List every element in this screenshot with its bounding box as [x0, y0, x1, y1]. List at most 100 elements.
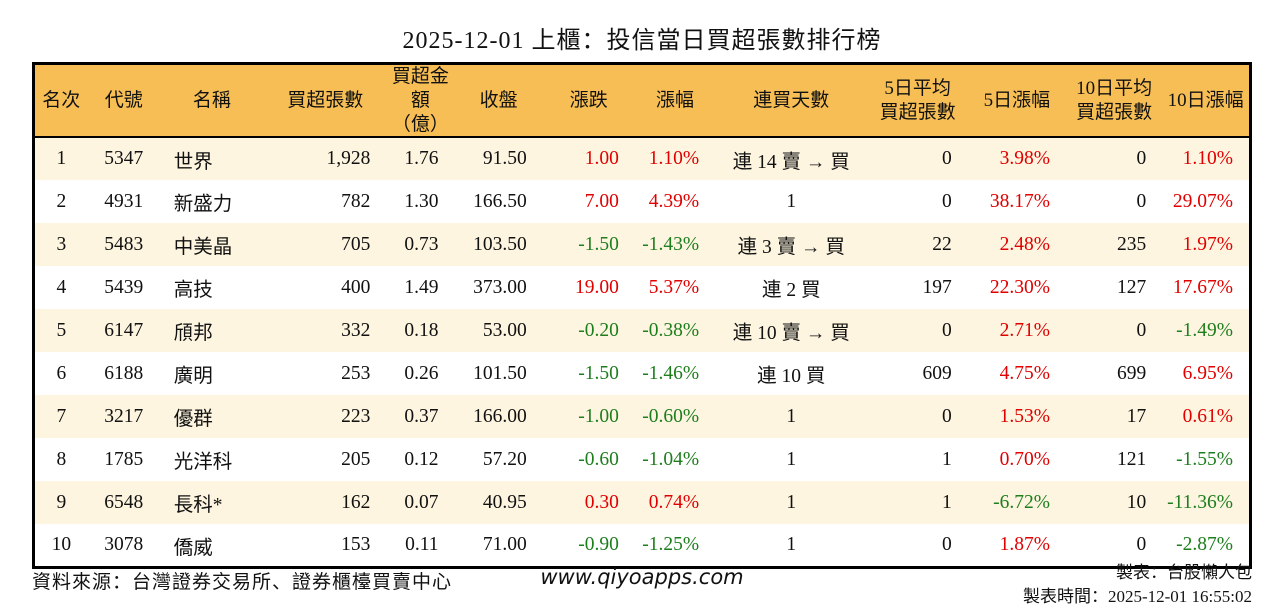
- change_pct-cell: 5.37%: [648, 276, 700, 298]
- buy_streak-cell: 連 3 賣 → 買: [737, 237, 845, 259]
- pct10-cell: 1.10%: [1182, 148, 1233, 170]
- rank-cell: 5: [56, 319, 67, 341]
- buy_streak-cell: 1: [786, 491, 797, 513]
- name-cell: 優群: [173, 409, 213, 431]
- pct10-cell: 29.07%: [1172, 190, 1233, 212]
- name-cell: 高技: [173, 280, 213, 302]
- pct10-cell: -1.49%: [1176, 319, 1233, 341]
- code-cell: 6548: [104, 491, 144, 513]
- pct5-cell: 38.17%: [989, 190, 1050, 212]
- column-header-avg10_shares: 10日平均 買超張數: [1065, 63, 1163, 139]
- close-cell: 101.50: [473, 362, 527, 384]
- net_buy_shares-cell: 400: [341, 276, 371, 298]
- code-cell: 6188: [104, 362, 144, 384]
- change-cell: -1.50: [578, 362, 619, 384]
- change_pct-cell: 1.10%: [648, 148, 700, 170]
- table-row: 3 5483 中美晶 705 0.73 103.50 -1.50 -1.43% 連 3 賣 → …: [33, 223, 1251, 267]
- change_pct-cell: -1.04%: [642, 448, 700, 470]
- change_pct-cell: -1.46%: [642, 362, 700, 384]
- code-cell: 5439: [104, 276, 144, 298]
- change-cell: -1.50: [578, 233, 619, 255]
- avg10_shares-cell: 0: [1136, 319, 1147, 341]
- pct10-cell: -11.36%: [1167, 491, 1233, 513]
- table-header: 名次 代號 名稱 買超張數 買超金額 （億） 收盤 漲跌 漲幅 連買天數 5日平均 買超張數 5日漲…: [33, 63, 1251, 139]
- code-cell: 4931: [104, 190, 144, 212]
- pct10-cell: 1.97%: [1182, 233, 1233, 255]
- buy_streak-cell: 1: [786, 405, 797, 427]
- table-row: 9 6548 長科* 162 0.07 40.95 0.30 0.74% 1 1 -6.72% 10-…: [33, 481, 1251, 525]
- code-cell: 1785: [104, 448, 144, 470]
- name-cell: 新盛力: [173, 194, 233, 216]
- change-cell: -0.90: [578, 534, 619, 555]
- table-row: 7 3217 優群 223 0.37 166.00 -1.00 -0.60% 1 0 1.53% 17…: [33, 395, 1251, 439]
- code-cell: 5483: [104, 233, 144, 255]
- change_pct-cell: -1.25%: [642, 534, 700, 555]
- net_buy_amount-cell: 0.18: [404, 319, 439, 341]
- avg5_shares-cell: 0: [941, 319, 952, 341]
- buy_streak-cell: 連 2 買: [762, 280, 821, 302]
- net_buy_shares-cell: 782: [341, 190, 371, 212]
- column-header-name: 名稱: [159, 63, 265, 139]
- name-cell: 頎邦: [173, 323, 213, 345]
- name-cell: 光洋科: [173, 452, 233, 474]
- avg10_shares-cell: 0: [1136, 148, 1147, 170]
- avg5_shares-cell: 0: [941, 405, 952, 427]
- close-cell: 40.95: [482, 491, 527, 513]
- avg10_shares-cell: 10: [1126, 491, 1147, 513]
- close-cell: 103.50: [473, 233, 527, 255]
- avg10_shares-cell: 235: [1116, 233, 1147, 255]
- change-cell: -1.00: [578, 405, 619, 427]
- column-header-net_buy_amount: 買超金額 （億）: [386, 63, 455, 139]
- avg5_shares-cell: 22: [932, 233, 952, 255]
- rank-cell: 3: [56, 233, 67, 255]
- avg10_shares-cell: 127: [1116, 276, 1147, 298]
- table-body: 1 5347 世界 1,928 1.76 91.50 1.00 1.10% 連 14 賣 → 買…: [33, 137, 1251, 567]
- ranking-table: 名次 代號 名稱 買超張數 買超金額 （億） 收盤 漲跌 漲幅 連買天數 5日平均 買超張數 5日漲…: [32, 62, 1252, 569]
- close-cell: 373.00: [473, 276, 527, 298]
- change-cell: 1.00: [584, 148, 619, 170]
- net_buy_amount-cell: 1.30: [404, 190, 439, 212]
- net_buy_amount-cell: 1.49: [404, 276, 439, 298]
- change_pct-cell: -0.60%: [642, 405, 700, 427]
- net_buy_amount-cell: 0.07: [404, 491, 439, 513]
- name-cell: 廣明: [173, 366, 213, 388]
- rank-cell: 8: [56, 448, 67, 470]
- close-cell: 53.00: [482, 319, 527, 341]
- data-source-note: 資料來源：台灣證券交易所、證券櫃檯買賣中心: [32, 572, 453, 593]
- header-row: 名次 代號 名稱 買超張數 買超金額 （億） 收盤 漲跌 漲幅 連買天數 5日平均 買超張數 5日漲…: [33, 63, 1251, 139]
- website-url: www.qiyoapps.com: [540, 565, 744, 589]
- avg10_shares-cell: 0: [1136, 534, 1147, 555]
- table-row: 1 5347 世界 1,928 1.76 91.50 1.00 1.10% 連 14 賣 → 買…: [33, 137, 1251, 181]
- rank-cell: 2: [56, 190, 67, 212]
- table-row: 6 6188 廣明 253 0.26 101.50 -1.50 -1.46% 連 10 買 609…: [34, 352, 1251, 395]
- avg5_shares-cell: 0: [941, 190, 952, 212]
- change-cell: 7.00: [584, 190, 619, 212]
- avg5_shares-cell: 0: [941, 534, 952, 555]
- net_buy_amount-cell: 0.11: [405, 534, 439, 555]
- name-cell: 中美晶: [173, 237, 233, 259]
- net_buy_shares-cell: 1,928: [326, 148, 371, 170]
- buy_streak-cell: 連 10 買: [757, 366, 826, 388]
- change_pct-cell: -1.43%: [642, 233, 700, 255]
- net_buy_amount-cell: 0.37: [404, 405, 439, 427]
- name-cell: 僑威: [173, 537, 213, 559]
- column-header-rank: 名次: [33, 63, 88, 139]
- column-header-buy_streak: 連買天數: [715, 63, 868, 139]
- change-cell: -0.20: [578, 319, 619, 341]
- pct10-cell: 17.67%: [1172, 276, 1233, 298]
- avg5_shares-cell: 1: [941, 491, 952, 513]
- change-cell: 0.30: [584, 491, 619, 513]
- net_buy_shares-cell: 205: [341, 448, 371, 470]
- buy_streak-cell: 1: [786, 534, 797, 555]
- avg5_shares-cell: 609: [922, 362, 952, 384]
- net_buy_shares-cell: 162: [341, 491, 371, 513]
- avg5_shares-cell: 0: [941, 148, 952, 170]
- avg10_shares-cell: 121: [1116, 448, 1147, 470]
- pct5-cell: 1.87%: [999, 534, 1050, 555]
- page-title: 2025-12-01 上櫃：投信當日買超張數排行榜: [402, 28, 882, 54]
- net_buy_amount-cell: 0.73: [404, 233, 439, 255]
- code-cell: 3217: [104, 405, 144, 427]
- name-cell: 世界: [173, 151, 213, 173]
- close-cell: 166.00: [473, 405, 527, 427]
